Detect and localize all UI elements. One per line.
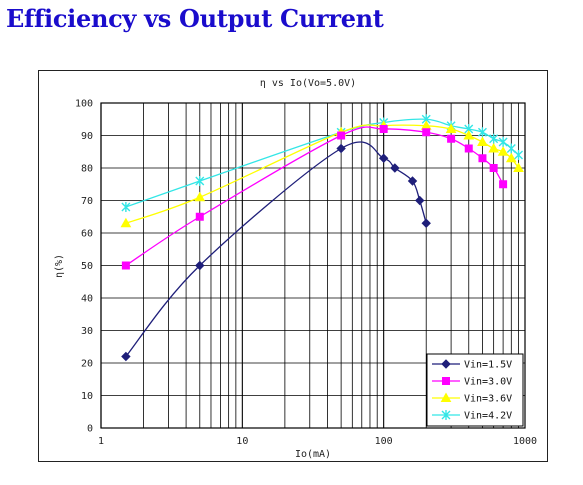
data-point <box>442 377 450 385</box>
data-point <box>195 176 205 186</box>
data-point <box>121 261 130 270</box>
data-point <box>489 133 499 144</box>
data-point <box>337 131 346 140</box>
data-point <box>498 137 508 147</box>
data-point <box>336 143 346 154</box>
data-point <box>121 351 131 362</box>
chart-legend: Vin=1.5V Vin=3.0V Vin=3.6V Vin=4.2V <box>426 353 524 427</box>
chart-series <box>120 114 524 362</box>
data-point <box>447 134 456 143</box>
legend-entry: Vin=4.2V <box>464 411 512 422</box>
data-point <box>445 123 457 133</box>
y-tick-label: 10 <box>81 391 93 402</box>
data-point <box>120 217 132 228</box>
y-tick-label: 0 <box>87 424 93 435</box>
data-point <box>415 195 425 206</box>
y-tick-label: 80 <box>81 164 93 175</box>
data-point <box>378 153 389 163</box>
data-point <box>421 218 431 228</box>
data-point <box>506 143 516 154</box>
data-point <box>497 146 509 156</box>
x-tick-label: 10 <box>236 436 248 447</box>
data-point <box>499 180 508 189</box>
legend-entry: Vin=3.6V <box>464 394 512 405</box>
data-point <box>505 152 517 163</box>
data-point <box>463 129 475 140</box>
data-point <box>477 136 488 146</box>
data-point <box>464 144 473 153</box>
data-point <box>441 410 451 420</box>
y-tick-label: 70 <box>81 196 93 207</box>
data-point <box>379 125 388 133</box>
x-axis-label: Io(mA) <box>295 449 331 460</box>
y-tick-label: 90 <box>81 131 93 142</box>
legend-box <box>426 353 524 427</box>
page-heading: Efficiency vs Output Current <box>6 4 384 33</box>
data-point <box>514 150 524 160</box>
y-tick-label: 40 <box>81 294 93 305</box>
efficiency-chart: η vs Io(Vo=5.0V) Io(mA) η(%) 0 10 20 30 40 50… <box>54 78 537 460</box>
y-tick-label: 30 <box>81 326 93 337</box>
data-point <box>440 392 452 402</box>
data-point <box>441 359 451 369</box>
data-point <box>194 191 206 202</box>
data-point <box>422 128 431 137</box>
data-point <box>195 260 205 271</box>
series-line <box>125 141 427 357</box>
legend-entry: Vin=3.0V <box>464 377 512 388</box>
series-line <box>125 124 520 224</box>
data-point <box>121 202 131 212</box>
y-tick-label: 20 <box>81 359 93 370</box>
data-point <box>489 164 498 172</box>
y-tick-label: 100 <box>75 99 93 110</box>
y-tick-label: 60 <box>81 229 93 240</box>
x-tick-label: 1000 <box>513 436 537 447</box>
x-tick-label: 100 <box>375 436 393 447</box>
data-point <box>390 163 400 173</box>
y-axis-label: η(%) <box>54 254 65 278</box>
y-tick-label: 50 <box>81 261 93 272</box>
x-tick-label: 1 <box>98 436 104 447</box>
data-point <box>477 127 487 138</box>
data-point <box>195 212 204 221</box>
data-point <box>478 154 487 163</box>
data-point <box>513 162 524 172</box>
data-point <box>488 142 500 153</box>
legend-entry: Vin=1.5V <box>464 360 512 371</box>
chart-title: η vs Io(Vo=5.0V) <box>260 78 356 89</box>
data-point <box>407 176 418 186</box>
series-line <box>125 126 504 267</box>
